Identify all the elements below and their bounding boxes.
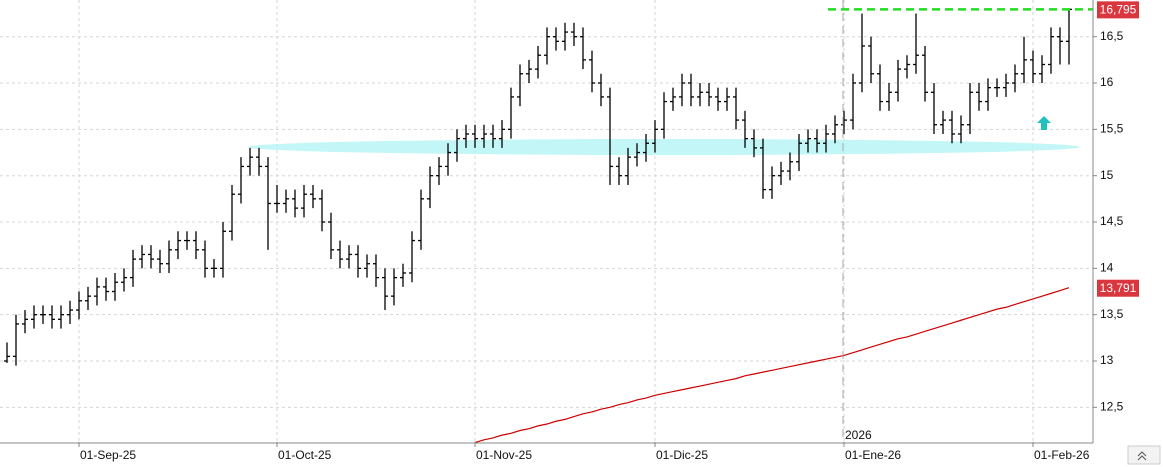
y-tick-label: 13 (1100, 353, 1114, 367)
scale-button-icon (1137, 451, 1147, 461)
x-tick-label: 01-Nov-25 (476, 448, 532, 462)
x-tick-label: 01-Feb-26 (1034, 448, 1090, 462)
y-tick-label: 13,5 (1100, 307, 1124, 321)
support-zone (248, 139, 1080, 155)
x-tick-label: 01-Sep-25 (80, 448, 136, 462)
scale-button[interactable] (1127, 445, 1161, 465)
price-label-box (1097, 279, 1139, 297)
price-label: 16,795 (1100, 3, 1137, 17)
x-tick-label: 01-Dic-25 (656, 448, 708, 462)
up-arrow-icon (1037, 116, 1051, 130)
plot (4, 8, 1093, 444)
x-tick-label: 01-Ene-26 (845, 448, 901, 462)
y-tick-label: 15 (1100, 168, 1114, 182)
x-tick-label: 01-Oct-25 (278, 448, 332, 462)
y-tick-label: 16 (1100, 75, 1114, 89)
y-tick-label: 16,5 (1100, 29, 1124, 43)
price-label-box (1097, 1, 1139, 19)
y-tick-label: 14,5 (1100, 214, 1124, 228)
year-label: 2026 (845, 428, 872, 442)
moving-average (474, 287, 1070, 444)
y-tick-label: 14 (1100, 261, 1114, 275)
price-label: 13,791 (1100, 281, 1137, 295)
grid (0, 0, 1093, 442)
y-tick-label: 15,5 (1100, 122, 1124, 136)
y-tick-label: 12,5 (1100, 400, 1124, 414)
